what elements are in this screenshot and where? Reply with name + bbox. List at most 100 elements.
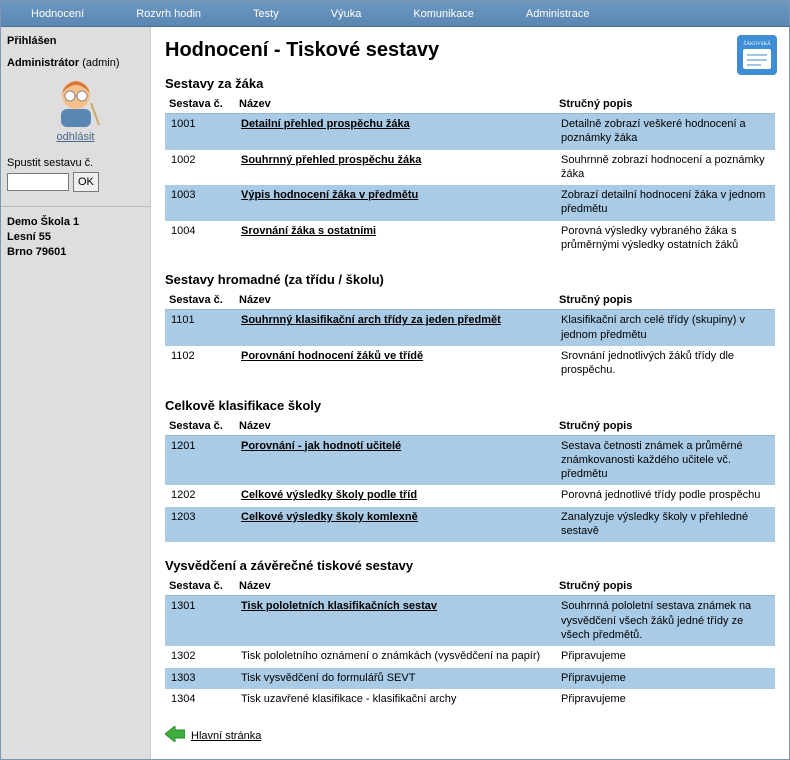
report-table: Sestava č.NázevStručný popis1301Tisk pol… [165, 577, 775, 710]
report-desc: Zanalyzuje výsledky školy v přehledné se… [555, 507, 775, 543]
top-nav: HodnoceníRozvrh hodinTestyVýukaKomunikac… [1, 1, 789, 27]
user-login: (admin) [82, 57, 119, 69]
school-name: Demo Škola 1 [7, 215, 144, 230]
logout-link-wrap: odhlásit [7, 131, 144, 143]
logged-in-label: Přihlášen [7, 35, 144, 47]
col-header-name: Název [235, 291, 555, 310]
report-link[interactable]: Souhrnný klasifikační arch třídy za jede… [241, 314, 501, 326]
report-desc: Porovná jednotlivé třídy podle prospěchu [555, 485, 775, 506]
report-link[interactable]: Porovnání hodnocení žáků ve třídě [241, 350, 423, 362]
report-name: Tisk pololetního oznámení o známkách (vy… [241, 650, 540, 662]
report-name-cell: Celkové výsledky školy podle tříd [235, 485, 555, 506]
report-desc: Souhrnná pololetní sestava známek na vys… [555, 596, 775, 646]
report-name-cell: Tisk pololetního oznámení o známkách (vy… [235, 646, 555, 667]
report-section-3: Vysvědčení a závěrečné tiskové sestavy Se… [165, 558, 775, 710]
nav-item-0[interactable]: Hodnocení [5, 1, 110, 27]
user-role: Administrátor [7, 57, 79, 69]
footer-home-link[interactable]: Hlavní stránka [191, 730, 261, 742]
avatar [7, 73, 144, 129]
run-report-button[interactable]: OK [73, 172, 99, 192]
section-title: Vysvědčení a závěrečné tiskové sestavy [165, 558, 775, 573]
table-row: 1203 Celkové výsledky školy komlexně Zanal… [165, 507, 775, 543]
report-link[interactable]: Celkové výsledky školy komlexně [241, 511, 418, 523]
current-user: Administrátor (admin) [7, 57, 144, 69]
report-id: 1101 [165, 310, 235, 346]
logout-link[interactable]: odhlásit [57, 131, 95, 143]
table-row: 1201 Porovnání - jak hodnotí učitelé Sesta… [165, 435, 775, 485]
table-row: 1304 Tisk uzavřené klasifikace - klasifik… [165, 689, 775, 710]
report-id: 1203 [165, 507, 235, 543]
table-row: 1302 Tisk pololetního oznámení o známkách… [165, 646, 775, 667]
col-header-id: Sestava č. [165, 291, 235, 310]
report-name-cell: Porovnání hodnocení žáků ve třídě [235, 346, 555, 382]
report-table: Sestava č.NázevStručný popis1101Souhrnný… [165, 291, 775, 381]
report-desc: Připravujeme [555, 689, 775, 710]
nav-item-1[interactable]: Rozvrh hodin [110, 1, 227, 27]
school-info: Demo Škola 1 Lesní 55 Brno 79601 [7, 215, 144, 260]
report-desc: Sestava četnosti známek a průměrné známk… [555, 435, 775, 485]
section-title: Sestavy za žáka [165, 76, 775, 91]
report-id: 1102 [165, 346, 235, 382]
report-table: Sestava č.NázevStručný popis1001Detailní… [165, 95, 775, 256]
report-desc: Zobrazí detailní hodnocení žáka v jednom… [555, 185, 775, 221]
report-id: 1201 [165, 435, 235, 485]
table-row: 1003 Výpis hodnocení žáka v předmětu Zobra… [165, 185, 775, 221]
page-title: Hodnocení - Tiskové sestavy [165, 39, 775, 62]
report-desc: Detailně zobrazí veškeré hodnocení a poz… [555, 114, 775, 150]
school-street: Lesní 55 [7, 230, 144, 245]
report-name-cell: Souhrnný klasifikační arch třídy za jede… [235, 310, 555, 346]
nav-item-3[interactable]: Výuka [305, 1, 388, 27]
report-id: 1202 [165, 485, 235, 506]
nav-item-2[interactable]: Testy [227, 1, 305, 27]
report-link[interactable]: Výpis hodnocení žáka v předmětu [241, 189, 418, 201]
table-row: 1002Souhrnný přehled prospěchu žákaSouhr… [165, 150, 775, 186]
report-name-cell: Srovnání žáka s ostatními [235, 221, 555, 257]
report-name-cell: Tisk uzavřené klasifikace - klasifikační… [235, 689, 555, 710]
report-link[interactable]: Tisk pololetních klasifikačních sestav [241, 600, 437, 612]
report-link[interactable]: Celkové výsledky školy podle tříd [241, 489, 417, 501]
svg-text:ŽÁKOVSKÁ: ŽÁKOVSKÁ [743, 41, 771, 47]
report-id: 1003 [165, 185, 235, 221]
col-header-desc: Stručný popis [555, 577, 775, 596]
col-header-id: Sestava č. [165, 95, 235, 114]
report-link[interactable]: Souhrnný přehled prospěchu žáka [241, 154, 421, 166]
run-report-input[interactable] [7, 173, 69, 191]
col-header-id: Sestava č. [165, 577, 235, 596]
report-desc: Připravujeme [555, 646, 775, 667]
table-row: 1202 Celkové výsledky školy podle tříd Por… [165, 485, 775, 506]
report-desc: Porovná výsledky vybraného žáka s průměr… [555, 221, 775, 257]
footer-home-link-wrap: Hlavní stránka [165, 726, 775, 745]
col-header-name: Název [235, 417, 555, 436]
report-section-0: Sestavy za žáka Sestava č.NázevStručný po… [165, 76, 775, 256]
report-link[interactable]: Srovnání žáka s ostatními [241, 225, 376, 237]
report-name-cell: Souhrnný přehled prospěchu žáka [235, 150, 555, 186]
report-section-1: Sestavy hromadné (za třídu / školu)Sesta… [165, 272, 775, 381]
school-city: Brno 79601 [7, 245, 144, 260]
report-id: 1001 [165, 114, 235, 150]
table-row: 1004 Srovnání žáka s ostatními Porovná výs… [165, 221, 775, 257]
nav-item-5[interactable]: Administrace [500, 1, 616, 27]
table-row: 1303Tisk vysvědčení do formulářů SEVTPři… [165, 668, 775, 689]
report-name-cell: Výpis hodnocení žáka v předmětu [235, 185, 555, 221]
table-row: 1101 Souhrnný klasifikační arch třídy za … [165, 310, 775, 346]
report-link[interactable]: Porovnání - jak hodnotí učitelé [241, 440, 401, 452]
report-table: Sestava č.NázevStručný popis 1201 Porovnán… [165, 417, 775, 543]
report-name-cell: Porovnání - jak hodnotí učitelé [235, 435, 555, 485]
nav-item-4[interactable]: Komunikace [387, 1, 500, 27]
report-id: 1303 [165, 668, 235, 689]
report-id: 1302 [165, 646, 235, 667]
col-header-desc: Stručný popis [555, 417, 775, 436]
report-desc: Srovnání jednotlivých žáků třídy dle pro… [555, 346, 775, 382]
col-header-id: Sestava č. [165, 417, 235, 436]
report-name-cell: Tisk pololetních klasifikačních sestav [235, 596, 555, 646]
report-name-cell: Tisk vysvědčení do formulářů SEVT [235, 668, 555, 689]
report-name-cell: Celkové výsledky školy komlexně [235, 507, 555, 543]
sidebar-divider [1, 206, 150, 207]
report-id: 1004 [165, 221, 235, 257]
report-id: 1304 [165, 689, 235, 710]
section-title: Celkově klasifikace školy [165, 398, 775, 413]
report-link[interactable]: Detailní přehled prospěchu žáka [241, 118, 410, 130]
report-id: 1301 [165, 596, 235, 646]
run-report-label: Spustit sestavu č. [7, 157, 144, 169]
report-name: Tisk uzavřené klasifikace - klasifikační… [241, 693, 456, 705]
